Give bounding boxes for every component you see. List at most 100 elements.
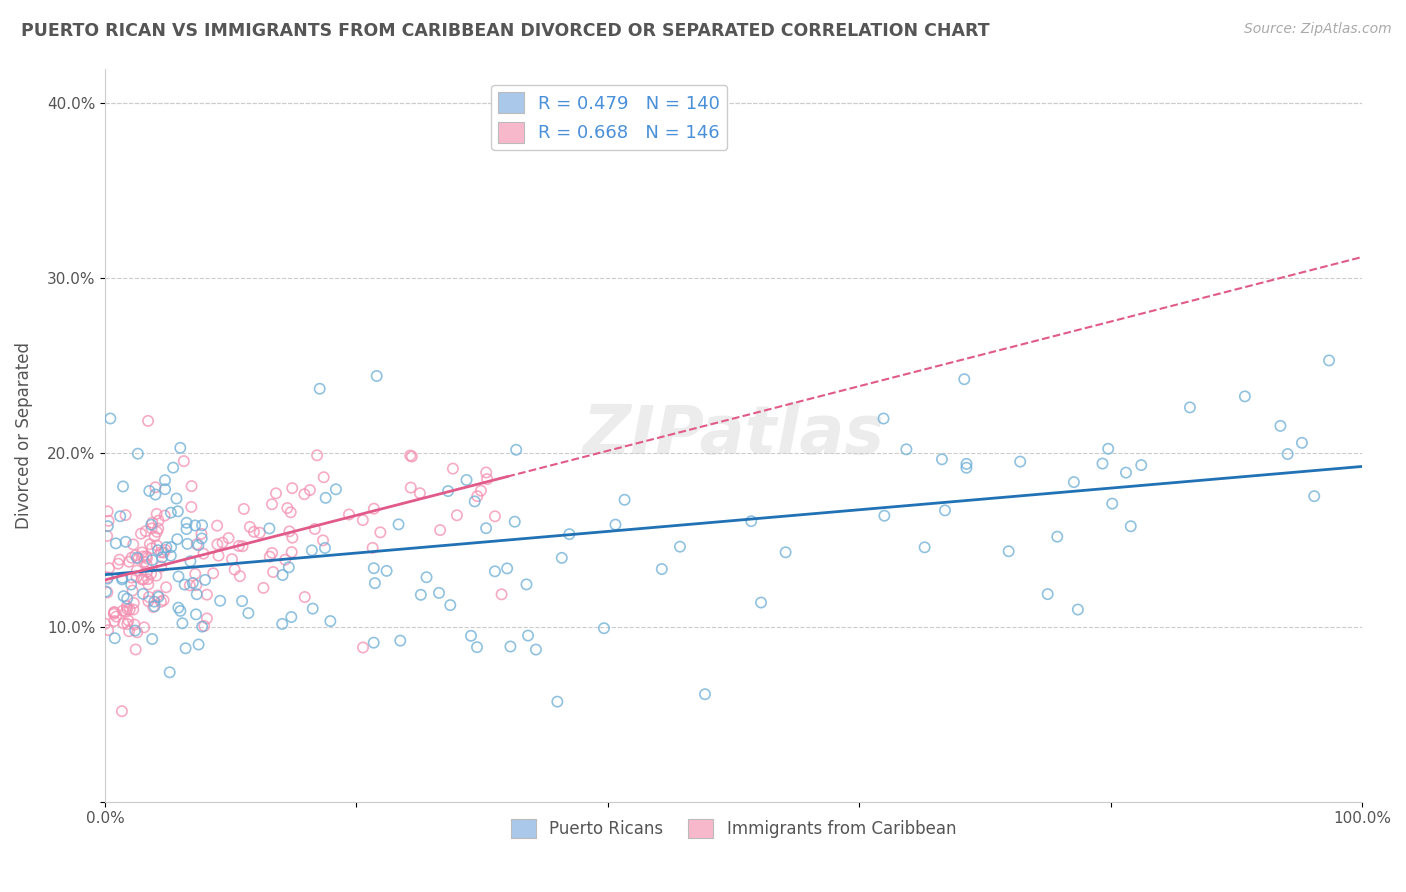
Point [1291,435,1313,450]
Point [271,616,294,631]
Point [205,518,228,533]
Point [184,518,207,533]
Point [375,564,398,578]
Point [103,605,125,619]
Point [143,529,166,543]
Point [117,614,139,628]
Point [228,539,250,553]
Point [159,549,181,563]
Point [118,602,141,616]
Point [271,568,294,582]
Point [1091,457,1114,471]
Point [872,411,894,425]
Point [1101,497,1123,511]
Point [427,586,450,600]
Point [276,501,298,516]
Point [503,515,526,529]
Text: Source: ZipAtlas.com: Source: ZipAtlas.com [1244,22,1392,37]
Point [135,524,157,539]
Point [475,466,498,480]
Point [1115,466,1137,480]
Point [873,508,896,523]
Point [169,604,191,618]
Point [308,382,330,396]
Point [558,527,581,541]
Point [142,599,165,614]
Point [173,577,195,591]
Point [122,602,145,616]
Point [97,570,120,584]
Point [122,537,145,551]
Point [145,487,167,501]
Point [152,545,174,559]
Point [1317,353,1340,368]
Point [150,550,173,565]
Point [97,572,120,586]
Point [167,600,190,615]
Point [114,508,136,522]
Point [280,610,302,624]
Point [515,577,537,591]
Point [111,573,134,587]
Point [141,553,163,567]
Point [139,537,162,551]
Point [243,524,266,539]
Point [546,695,568,709]
Point [138,577,160,591]
Point [260,546,283,560]
Point [145,568,167,582]
Point [361,541,384,555]
Point [153,508,176,523]
Point [934,503,956,517]
Point [363,561,385,575]
Point [132,549,155,564]
Point [149,595,172,609]
Point [1303,489,1326,503]
Point [301,601,323,615]
Point [366,368,388,383]
Point [194,573,217,587]
Point [277,560,299,574]
Point [169,441,191,455]
Point [173,454,195,468]
Point [141,517,163,532]
Point [1178,401,1201,415]
Point [551,550,574,565]
Point [124,549,146,563]
Point [186,587,208,601]
Point [104,631,127,645]
Point [315,491,337,505]
Point [464,494,486,508]
Point [387,517,409,532]
Point [312,470,335,484]
Point [239,520,262,534]
Point [180,500,202,514]
Point [135,558,157,572]
Point [202,566,225,581]
Point [207,537,229,551]
Point [389,633,412,648]
Point [499,640,522,654]
Point [159,665,181,680]
Point [112,616,135,631]
Point [221,552,243,566]
Text: ZIPatlas: ZIPatlas [582,402,884,468]
Point [145,480,167,494]
Point [312,533,335,548]
Point [363,635,385,649]
Point [125,570,148,584]
Point [211,535,233,549]
Point [740,514,762,528]
Point [238,606,260,620]
Point [456,473,478,487]
Point [364,576,387,591]
Point [955,457,977,471]
Point [914,541,936,555]
Point [146,543,169,558]
Point [146,524,169,539]
Point [97,519,120,533]
Point [605,517,627,532]
Point [127,551,149,566]
Point [97,504,120,518]
Point [260,497,283,511]
